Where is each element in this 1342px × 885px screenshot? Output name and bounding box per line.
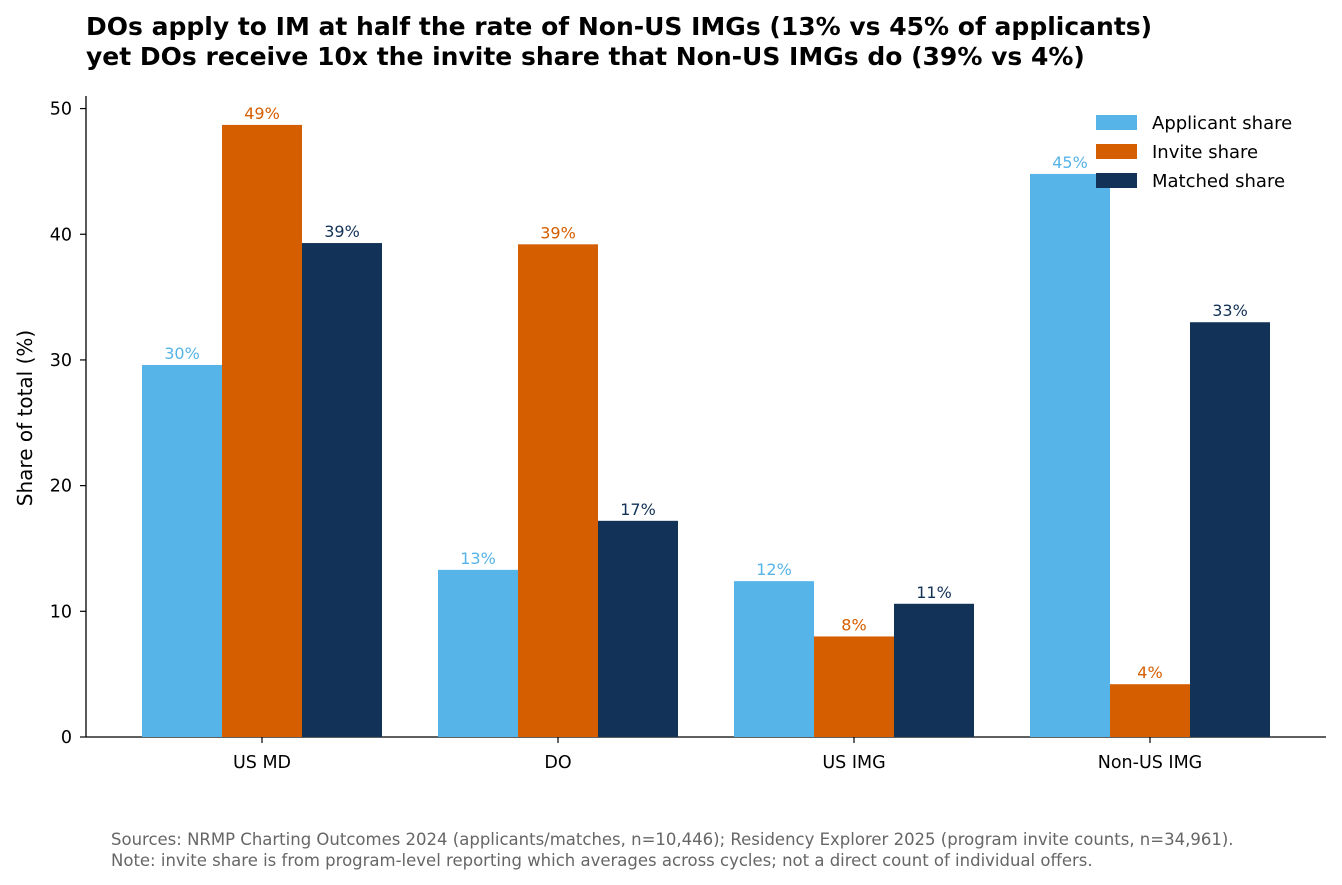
bar-value-label: 13% bbox=[460, 549, 496, 568]
bar bbox=[814, 636, 894, 737]
footnote-sources: Sources: NRMP Charting Outcomes 2024 (ap… bbox=[111, 830, 1234, 849]
bar bbox=[894, 603, 974, 737]
bar bbox=[302, 243, 382, 737]
x-tick-label: US IMG bbox=[822, 753, 885, 773]
legend-swatch bbox=[1096, 173, 1137, 188]
legend-swatch bbox=[1096, 144, 1137, 159]
bar-value-label: 30% bbox=[164, 344, 200, 363]
bar-value-label: 4% bbox=[1137, 663, 1162, 682]
bar-value-label: 45% bbox=[1052, 153, 1088, 172]
legend-swatch bbox=[1096, 115, 1137, 130]
bar-value-label: 49% bbox=[244, 104, 280, 123]
chart-title: DOs apply to IM at half the rate of Non-… bbox=[86, 12, 1152, 72]
x-tick-label: DO bbox=[544, 753, 571, 773]
bar-value-label: 39% bbox=[540, 223, 576, 242]
y-axis-label: Share of total (%) bbox=[13, 330, 37, 506]
bar bbox=[1190, 322, 1270, 737]
y-tick-label: 20 bbox=[50, 477, 72, 497]
y-tick-label: 0 bbox=[61, 728, 72, 748]
bar bbox=[598, 520, 678, 737]
bar-value-label: 12% bbox=[756, 560, 792, 579]
bar-value-label: 17% bbox=[620, 500, 656, 519]
chart-title-line-2: yet DOs receive 10x the invite share tha… bbox=[86, 42, 1085, 71]
y-tick-label: 30 bbox=[50, 351, 72, 371]
bar-value-label: 8% bbox=[841, 615, 866, 634]
bar bbox=[438, 569, 518, 737]
plot-area: 0 10 20 30 40 50 US MD 30% 49% 39% DO 13% 39% 17% US I… bbox=[50, 96, 1326, 773]
footnote-note: Note: invite share is from program-level… bbox=[111, 851, 1093, 870]
bar bbox=[222, 124, 302, 738]
bar-value-label: 11% bbox=[916, 583, 952, 602]
bar bbox=[518, 244, 598, 737]
y-tick-label: 10 bbox=[50, 602, 72, 622]
footnote: Sources: NRMP Charting Outcomes 2024 (ap… bbox=[111, 829, 1234, 871]
x-tick-label: Non-US IMG bbox=[1098, 753, 1203, 773]
y-tick-label: 50 bbox=[50, 100, 72, 120]
legend-label: Invite share bbox=[1152, 142, 1258, 163]
legend-label: Matched share bbox=[1152, 171, 1285, 192]
chart-title-line-1: DOs apply to IM at half the rate of Non-… bbox=[86, 12, 1153, 41]
bar bbox=[142, 364, 222, 737]
bar bbox=[734, 581, 814, 737]
legend-label: Applicant share bbox=[1152, 113, 1292, 134]
bar-value-label: 33% bbox=[1212, 301, 1248, 320]
bar bbox=[1030, 173, 1110, 738]
bar-value-label: 39% bbox=[324, 222, 360, 241]
bar bbox=[1110, 684, 1190, 737]
y-tick-label: 40 bbox=[50, 225, 72, 245]
x-tick-label: US MD bbox=[233, 753, 291, 773]
